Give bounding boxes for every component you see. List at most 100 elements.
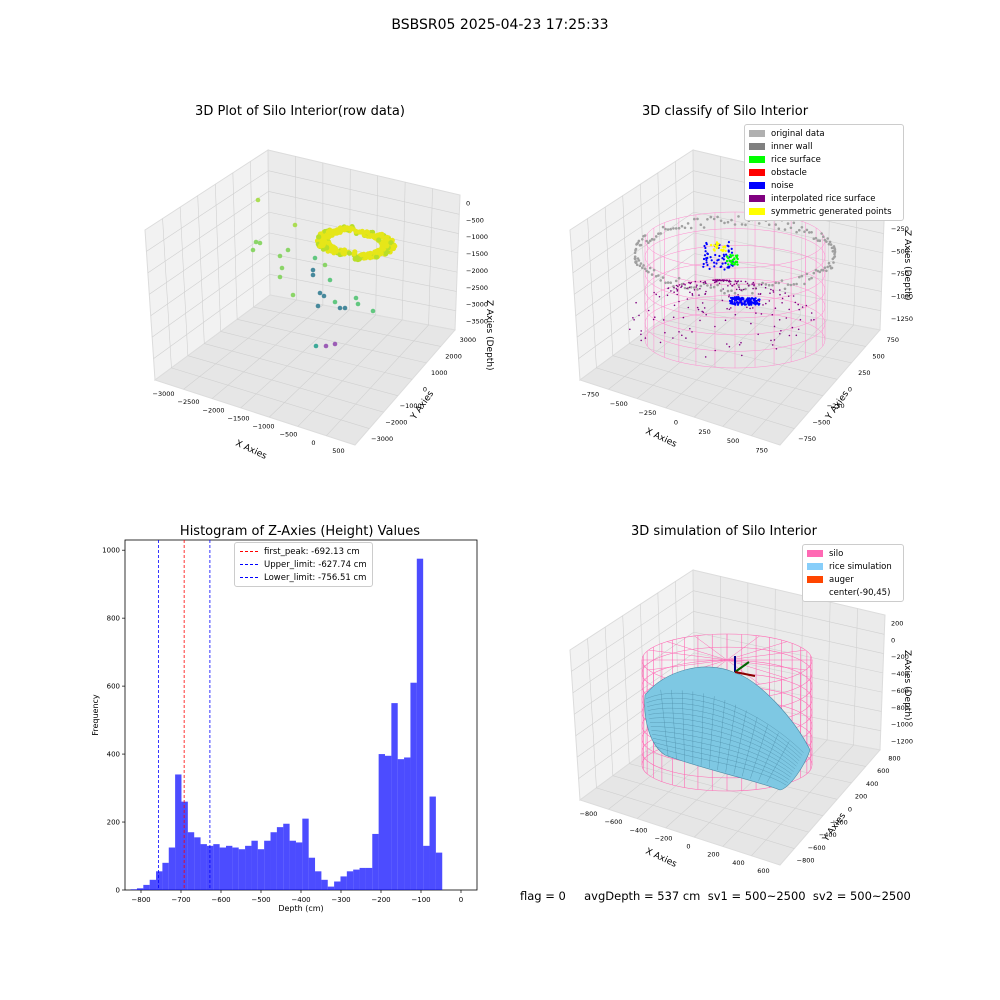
- panel2-title: 3D classify of Silo Interior: [641, 104, 809, 119]
- interp-point: [689, 282, 692, 285]
- grid-line: [240, 309, 350, 409]
- noise-point: [704, 246, 707, 250]
- interp-point: [687, 306, 690, 309]
- wall-point: [740, 223, 744, 226]
- y-tick-label: 2000: [445, 353, 462, 361]
- noise-point: [720, 265, 723, 268]
- wall-point: [648, 266, 652, 270]
- noise-point: [710, 259, 713, 262]
- noise-point: [722, 253, 725, 256]
- z-tick-label: −1250: [891, 315, 913, 323]
- x-tick-label: −600: [211, 896, 230, 904]
- wall-point: [805, 272, 809, 276]
- grid-line: [694, 314, 801, 418]
- sym-point: [713, 244, 716, 247]
- y-tick-label: 500: [872, 353, 884, 361]
- legend-label: first_peak: -692.13 cm: [264, 546, 360, 557]
- wall-point: [666, 228, 670, 231]
- grid-line: [826, 602, 831, 741]
- noise-point: [734, 298, 737, 301]
- noise-point: [741, 296, 744, 299]
- noise-point: [714, 253, 717, 257]
- y-tick-label: 1000: [431, 369, 448, 377]
- wall-point: [832, 261, 835, 264]
- histogram-bar: [302, 818, 309, 890]
- data-point: [321, 293, 327, 299]
- wall-point: [645, 269, 648, 273]
- interp-point: [675, 284, 678, 287]
- interp-point: [699, 280, 702, 283]
- interp-point: [693, 289, 696, 291]
- wall-point: [650, 237, 654, 241]
- interp-point: [647, 309, 650, 312]
- histogram-bar: [435, 852, 443, 890]
- interp-point: [698, 294, 700, 296]
- noise-point: [723, 268, 726, 271]
- interp-point: [684, 284, 686, 286]
- grid-line: [612, 355, 809, 413]
- data-point: [292, 222, 298, 228]
- y-tick-label: 250: [858, 369, 870, 377]
- silo-spoke: [726, 659, 760, 685]
- x-tick-label: −3000: [153, 390, 175, 398]
- panel1-ticks: −3000−2500−2000−1500−1000−5000500−3000−2…: [153, 199, 489, 455]
- silo-ring: [644, 228, 826, 285]
- rice-point: [734, 260, 738, 263]
- interp-point: [696, 284, 698, 286]
- grid-line: [722, 319, 828, 427]
- histogram-bar: [226, 845, 233, 890]
- noise-point: [717, 258, 720, 261]
- interp-point: [770, 288, 772, 291]
- interp-point: [664, 331, 666, 334]
- wall-point: [771, 283, 774, 287]
- histogram-bar: [295, 842, 303, 890]
- interp-point: [633, 319, 635, 321]
- rice-point: [731, 261, 734, 264]
- rice-point: [729, 255, 733, 258]
- grid-line: [153, 274, 270, 359]
- legend-label: inner wall: [771, 141, 813, 152]
- interp-point: [781, 302, 783, 304]
- legend-label: Lower_limit: -756.51 cm: [264, 572, 367, 583]
- histogram-bar: [346, 871, 354, 890]
- y-tick-label: −600: [808, 844, 826, 852]
- panel3-ticks: −800 −700 −600 −500 −400 −300 −200 −100 0 0 200 400…: [102, 547, 463, 904]
- panel3-bars: [130, 558, 443, 890]
- grid-line: [575, 232, 695, 316]
- interp-point: [733, 283, 735, 286]
- wall-point: [699, 284, 703, 288]
- y-tick-label: 0: [848, 806, 852, 814]
- wall-point: [674, 279, 678, 283]
- wall-point: [786, 283, 790, 286]
- interp-point: [734, 280, 737, 282]
- grid-line: [326, 324, 429, 436]
- wall-point: [712, 285, 716, 289]
- wall-point: [792, 221, 796, 225]
- data-point: [335, 229, 341, 235]
- grid-line: [694, 253, 882, 292]
- y-tick-label: 750: [887, 336, 899, 344]
- x-tick-label: −800: [131, 896, 150, 904]
- interp-point: [738, 288, 741, 291]
- x-tick-label: −500: [280, 431, 298, 439]
- interp-point: [728, 295, 730, 298]
- x-tick-label: −1500: [228, 414, 250, 422]
- figure-title: BSBSR05 2025-04-23 17:25:33: [391, 17, 609, 33]
- interp-point: [713, 279, 715, 282]
- noise-point: [755, 299, 758, 303]
- noise-point: [713, 261, 716, 264]
- y-tick-label: 0: [116, 887, 120, 895]
- interp-point: [685, 337, 687, 339]
- grid-line: [751, 744, 854, 856]
- wall-point: [677, 276, 681, 280]
- interp-point: [779, 289, 781, 291]
- wall-point: [648, 239, 652, 243]
- legend-entry: Lower_limit: -756.51 cm: [240, 571, 367, 584]
- silo-ring: [644, 311, 826, 369]
- interp-point: [779, 293, 781, 296]
- interp-point: [714, 325, 716, 328]
- interp-point: [678, 284, 681, 286]
- interp-point: [757, 333, 759, 336]
- interp-point: [686, 298, 689, 300]
- grid-line: [720, 156, 722, 301]
